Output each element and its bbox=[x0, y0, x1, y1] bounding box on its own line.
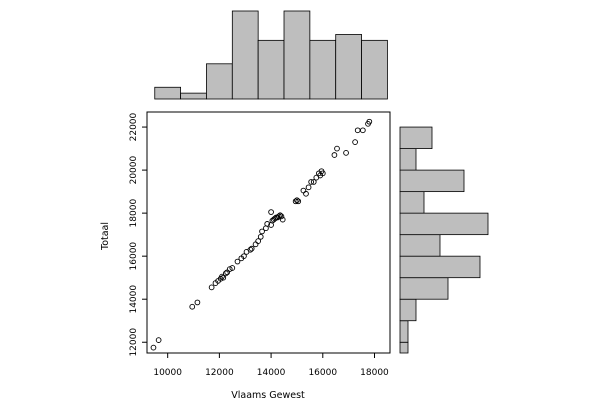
y-hist-bar bbox=[399, 169, 465, 193]
x-hist-bar bbox=[361, 39, 388, 100]
data-point bbox=[277, 212, 283, 219]
data-point bbox=[319, 170, 326, 177]
data-point bbox=[257, 233, 264, 240]
data-point bbox=[278, 213, 285, 220]
x-tick-label: 14000 bbox=[257, 368, 286, 378]
scatter-plot: 10000 12000 14000 16000 18000 12000 14000 16000… bbox=[129, 111, 391, 378]
data-point bbox=[343, 150, 349, 156]
data-point bbox=[308, 179, 315, 185]
x-hist-bar bbox=[231, 10, 259, 100]
data-point bbox=[234, 258, 241, 265]
x-tick-label: 16000 bbox=[308, 368, 337, 378]
x-hist-bar bbox=[206, 63, 233, 100]
y-tick-label: 22000 bbox=[129, 112, 139, 141]
data-point bbox=[259, 228, 265, 235]
x-hist-bar bbox=[257, 39, 285, 100]
data-point bbox=[219, 273, 225, 280]
data-point bbox=[354, 127, 361, 134]
data-point bbox=[247, 246, 254, 253]
data-point bbox=[305, 184, 312, 191]
data-point bbox=[366, 118, 373, 125]
data-point bbox=[264, 221, 271, 227]
x-hist-bar bbox=[283, 10, 311, 100]
y-hist-bar bbox=[399, 148, 417, 171]
y-hist-bar bbox=[399, 320, 409, 343]
x-hist-bar bbox=[154, 86, 182, 100]
x-hist-bar bbox=[180, 92, 207, 100]
data-point bbox=[208, 284, 215, 291]
data-point bbox=[300, 187, 307, 194]
x-hist-bar bbox=[309, 39, 337, 100]
y-hist-bar bbox=[399, 234, 441, 257]
data-point bbox=[331, 152, 338, 158]
y-tick-label: 16000 bbox=[129, 242, 139, 271]
data-point bbox=[226, 266, 233, 272]
data-point bbox=[275, 213, 282, 220]
data-point bbox=[268, 209, 274, 215]
data-point bbox=[252, 241, 259, 248]
data-point bbox=[360, 127, 366, 134]
data-point bbox=[352, 139, 358, 145]
data-point bbox=[279, 216, 286, 223]
x-tick-label: 12000 bbox=[205, 368, 234, 378]
y-tick-label: 20000 bbox=[129, 156, 139, 185]
data-point bbox=[292, 198, 299, 205]
data-point bbox=[189, 303, 196, 310]
y-axis-label: Totaal bbox=[100, 222, 111, 251]
x-histogram bbox=[154, 10, 388, 100]
x-tick-label: 10000 bbox=[153, 368, 182, 378]
plot-frame bbox=[146, 111, 391, 354]
data-point bbox=[294, 197, 300, 204]
data-point bbox=[255, 238, 262, 244]
y-hist-bar bbox=[399, 341, 409, 354]
x-axis-label: Vlaams Gewest bbox=[231, 390, 305, 400]
data-point bbox=[303, 190, 309, 197]
y-hist-bar bbox=[399, 126, 433, 149]
y-histogram bbox=[399, 126, 489, 354]
x-hist-bar bbox=[335, 34, 362, 100]
data-point bbox=[248, 245, 255, 252]
y-tick-label: 14000 bbox=[129, 285, 139, 314]
data-point bbox=[150, 344, 157, 351]
data-point bbox=[222, 270, 229, 277]
y-hist-bar bbox=[399, 212, 489, 236]
y-tick-label: 18000 bbox=[129, 199, 139, 228]
y-hist-bar bbox=[399, 277, 449, 300]
data-point bbox=[241, 253, 247, 260]
data-point bbox=[220, 274, 227, 281]
y-hist-bar bbox=[399, 298, 417, 322]
data-point bbox=[224, 269, 230, 276]
y-tick-label: 12000 bbox=[129, 328, 139, 357]
data-point bbox=[155, 337, 162, 343]
x-tick-label: 18000 bbox=[360, 368, 389, 378]
data-point bbox=[334, 145, 340, 152]
y-hist-bar bbox=[399, 255, 481, 279]
data-point bbox=[194, 299, 201, 306]
data-point bbox=[229, 265, 236, 271]
data-point bbox=[295, 198, 302, 205]
data-point bbox=[310, 179, 317, 185]
y-hist-bar bbox=[399, 191, 425, 214]
